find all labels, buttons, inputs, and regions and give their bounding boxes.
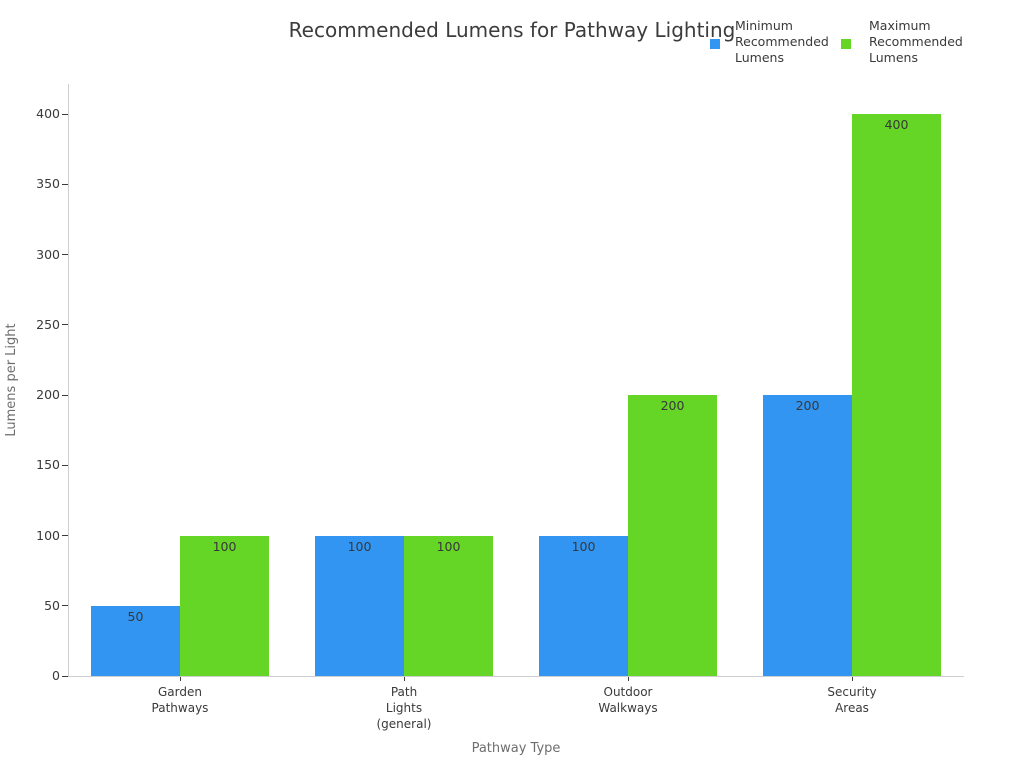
bar-value-label: 100 bbox=[436, 538, 461, 554]
legend-label: Minimum Recommended Lumens bbox=[735, 18, 829, 65]
bar-value-label: 200 bbox=[795, 398, 820, 413]
y-tick-mark bbox=[62, 183, 68, 185]
x-tick-mark bbox=[179, 677, 181, 681]
x-tick-mark bbox=[851, 677, 853, 681]
y-tick-mark bbox=[62, 254, 68, 255]
y-tick-label: 50 bbox=[44, 597, 60, 613]
x-tick-mark bbox=[403, 677, 405, 681]
y-tick-label: 100 bbox=[36, 527, 60, 543]
x-axis-line bbox=[68, 676, 964, 677]
y-tick-label: 0 bbox=[52, 668, 60, 683]
y-tick-label: 200 bbox=[36, 387, 60, 402]
x-category-label: Outdoor Walkways bbox=[598, 685, 658, 715]
bar-value-label: 100 bbox=[571, 538, 596, 554]
y-tick-label: 300 bbox=[36, 246, 60, 262]
y-tick-mark bbox=[62, 535, 68, 536]
y-tick-label: 250 bbox=[36, 316, 60, 332]
chart-title: Recommended Lumens for Pathway Lighting bbox=[288, 18, 736, 42]
bar bbox=[180, 535, 269, 676]
x-category-label: Security Areas bbox=[827, 685, 877, 715]
bar bbox=[628, 395, 717, 676]
x-axis-title: Pathway Type bbox=[471, 741, 561, 756]
bar bbox=[852, 114, 941, 676]
y-axis-line bbox=[68, 84, 69, 676]
legend-swatch bbox=[710, 39, 720, 49]
bar-value-label: 400 bbox=[884, 117, 909, 132]
y-tick-mark bbox=[62, 605, 68, 607]
x-tick-mark bbox=[627, 677, 629, 681]
bar bbox=[315, 535, 404, 676]
bar-value-label: 100 bbox=[347, 538, 372, 554]
bar bbox=[91, 605, 180, 676]
y-tick-mark bbox=[62, 324, 68, 326]
y-tick-mark bbox=[62, 113, 68, 115]
y-tick-label: 350 bbox=[36, 176, 60, 192]
bar bbox=[539, 535, 628, 676]
y-tick-label: 150 bbox=[36, 457, 60, 473]
x-category-label: Garden Pathways bbox=[151, 685, 209, 715]
bar bbox=[763, 395, 852, 676]
bar-value-label: 100 bbox=[212, 538, 237, 554]
x-category-label: Path Lights (general) bbox=[376, 685, 432, 731]
y-tick-mark bbox=[62, 394, 68, 396]
bar-value-label: 50 bbox=[127, 608, 144, 624]
y-tick-mark bbox=[62, 464, 68, 466]
legend-label: Maximum Recommended Lumens bbox=[869, 18, 963, 65]
legend-swatch bbox=[841, 39, 851, 49]
y-tick-mark bbox=[62, 675, 68, 677]
y-axis-title: Lumens per Light bbox=[4, 323, 19, 437]
y-tick-label: 400 bbox=[36, 106, 60, 121]
bar bbox=[404, 535, 493, 676]
bar-value-label: 200 bbox=[660, 398, 685, 413]
